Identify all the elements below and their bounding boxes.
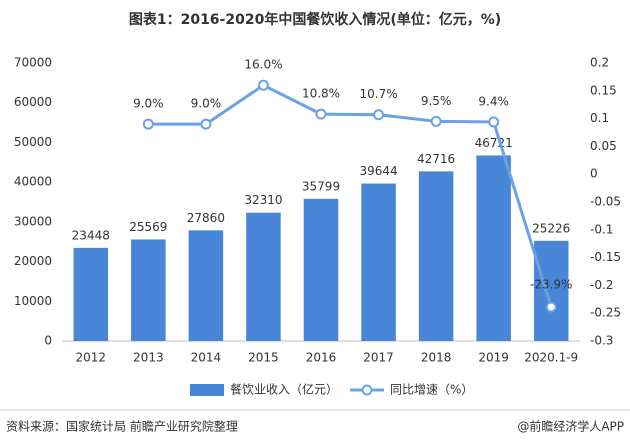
y-tick-label: 30000 [14, 214, 52, 228]
y-tick-label: 40000 [14, 175, 52, 189]
line-marker [142, 118, 154, 130]
x-tick-label: 2017 [363, 351, 394, 365]
line-marker [430, 115, 442, 127]
bar-value-label: 42716 [417, 152, 455, 166]
legend-label: 同比增速（%） [390, 383, 473, 397]
line-value-label: 10.8% [302, 87, 340, 101]
y-tick-label: 0 [44, 334, 52, 348]
bar [188, 230, 224, 341]
y2-tick-label: -0.3 [590, 334, 613, 348]
line-marker [315, 108, 327, 120]
legend-label: 餐饮业收入（亿元） [230, 382, 338, 397]
bar [361, 183, 396, 341]
y-tick-label: 10000 [14, 294, 52, 308]
x-tick-label: 2013 [133, 351, 164, 365]
x-tick-label: 2016 [306, 351, 337, 365]
bar-value-label: 35799 [302, 179, 340, 193]
y2-tick-label: -0.1 [590, 222, 613, 236]
y2-tick-label: 0.1 [590, 111, 609, 125]
bar-value-label: 25226 [532, 221, 570, 235]
line-marker [200, 118, 212, 130]
y2-tick-label: -0.15 [590, 250, 621, 264]
line-value-label: 9.0% [133, 97, 164, 111]
bar [418, 171, 454, 341]
y2-tick-label: -0.2 [590, 278, 613, 292]
line-value-label: 10.7% [359, 87, 397, 101]
y2-tick-label: 0 [590, 167, 598, 181]
line [148, 83, 553, 308]
y2-tick-label: 0.2 [590, 56, 609, 70]
line-marker [257, 79, 269, 91]
y2-tick-label: 0.05 [590, 139, 617, 153]
footer-brand: @前瞻经济学人APP [517, 419, 624, 434]
bar [476, 155, 511, 341]
chart-title: 图表1：2016-2020年中国餐饮收入情况(单位：亿元，%) [129, 11, 501, 28]
bar-value-label: 46721 [475, 136, 513, 150]
bar [533, 240, 569, 341]
y-tick-label: 50000 [14, 135, 52, 149]
y-tick-label: 60000 [14, 95, 52, 109]
bar [131, 239, 166, 341]
line-value-label: 9.0% [191, 97, 222, 111]
bar [246, 212, 281, 341]
legend-swatch-marker [361, 384, 373, 396]
footer-source: 资料来源：国家统计局 前瞻产业研究院整理 [6, 419, 238, 434]
bar-value-label: 23448 [72, 228, 110, 242]
line-value-label: 9.4% [478, 94, 509, 108]
bar [73, 247, 109, 341]
legend-swatch [190, 384, 224, 396]
line-value-label: 16.0% [244, 58, 282, 72]
x-tick-label: 2015 [248, 351, 279, 365]
x-tick-label: 2018 [421, 351, 452, 365]
y2-tick-label: 0.15 [590, 83, 617, 97]
line-marker [545, 301, 557, 313]
y2-tick-label: -0.25 [590, 306, 621, 320]
bar-value-label: 32310 [244, 193, 282, 207]
x-tick-label: 2019 [478, 351, 509, 365]
bar-value-label: 25569 [129, 220, 167, 234]
line-value-label: -23.9% [530, 278, 572, 292]
y2-tick-label: -0.05 [590, 195, 621, 209]
bar [303, 198, 339, 341]
x-tick-label: 2012 [76, 351, 107, 365]
x-tick-label: 2020.1-9 [524, 351, 578, 365]
bar-value-label: 27860 [187, 211, 225, 225]
line-value-label: 9.5% [421, 94, 452, 108]
line-marker [373, 109, 385, 121]
y-tick-label: 20000 [14, 254, 52, 268]
x-tick-label: 2014 [191, 351, 222, 365]
line-marker [488, 116, 500, 128]
y-tick-label: 70000 [14, 56, 52, 70]
bar-value-label: 39644 [359, 164, 397, 178]
